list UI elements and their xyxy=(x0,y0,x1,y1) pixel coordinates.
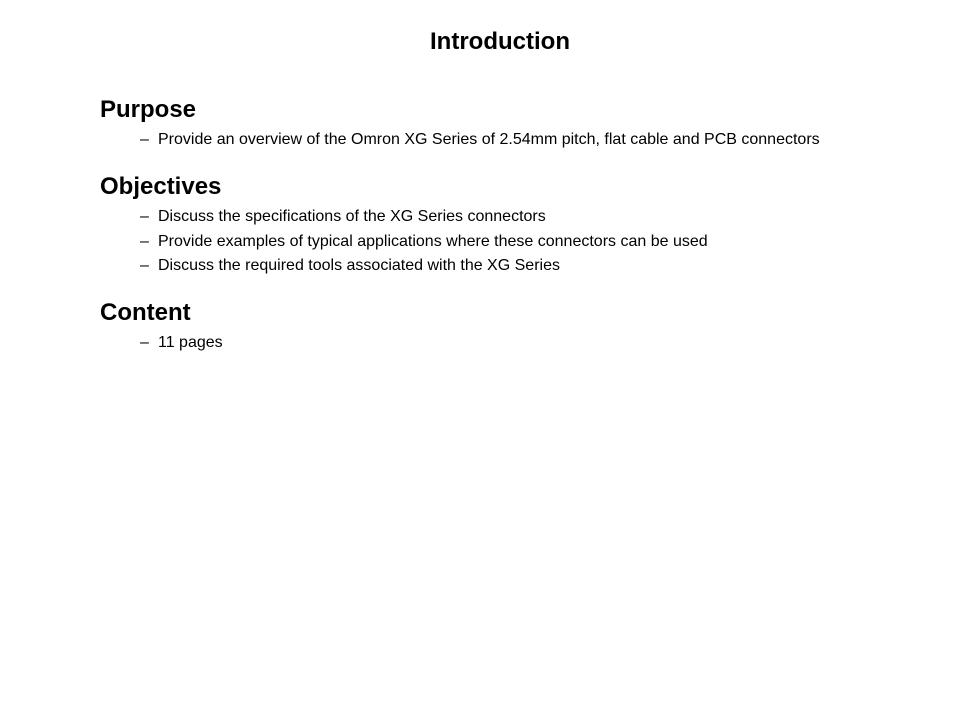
list-item: Provide examples of typical applications… xyxy=(100,232,898,253)
section-heading-content: Content xyxy=(100,299,900,327)
list-item: Discuss the required tools associated wi… xyxy=(100,256,898,277)
list-item: Provide an overview of the Omron XG Seri… xyxy=(100,130,898,151)
bullet-list-content: 11 pages xyxy=(100,333,900,354)
bullet-list-objectives: Discuss the specifications of the XG Ser… xyxy=(100,207,900,277)
section-heading-objectives: Objectives xyxy=(100,173,900,201)
bullet-list-purpose: Provide an overview of the Omron XG Seri… xyxy=(100,130,900,151)
slide-page: Introduction Purpose Provide an overview… xyxy=(0,0,960,720)
list-item: Discuss the specifications of the XG Ser… xyxy=(100,207,898,228)
list-item: 11 pages xyxy=(100,333,898,354)
section-heading-purpose: Purpose xyxy=(100,96,900,124)
page-title: Introduction xyxy=(100,28,900,56)
